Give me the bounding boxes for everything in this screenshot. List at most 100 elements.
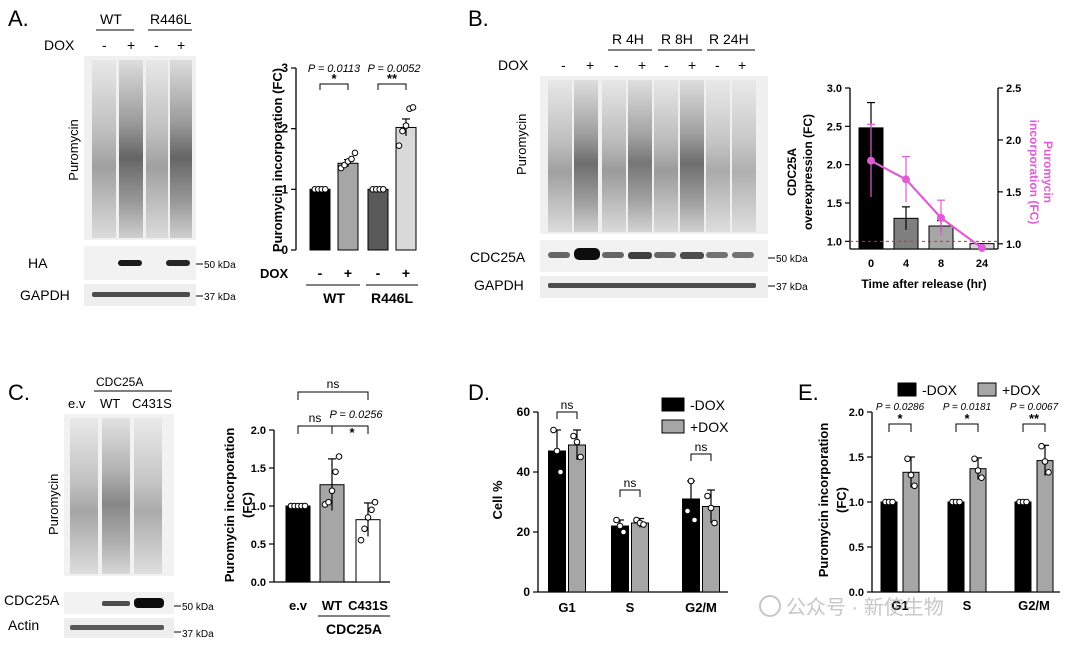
data-point [904, 455, 911, 463]
data-point [553, 447, 561, 455]
y-tick-label: 1.0 [849, 497, 864, 509]
bar [611, 525, 629, 593]
significance: * [349, 425, 355, 440]
y-axis-label-left: CDC25A [785, 148, 799, 196]
y-tick-label: 1.0 [827, 236, 842, 248]
y-axis-label: Puromycin incorporation (FC) [270, 68, 285, 252]
legend-label: -DOX [690, 397, 726, 413]
x-tick-label: G2/M [1018, 598, 1050, 613]
bar [1014, 501, 1032, 593]
data-point [399, 127, 406, 135]
x-tick-label: G1 [558, 600, 575, 615]
y-tick-label: 1.0 [251, 501, 266, 513]
x-tick-label: 8 [938, 258, 944, 270]
data-point [570, 432, 577, 440]
blot-b-dox-sign: - [614, 57, 619, 73]
y-tick-label: 0.5 [849, 542, 864, 554]
blot-a-dox-sign: + [177, 37, 185, 53]
p-value: P = 0.0067 [1010, 402, 1059, 413]
y-axis-label-right: incorporation (FC) [1027, 120, 1041, 225]
y-tick-label: 0.5 [251, 539, 266, 551]
p-value: P = 0.0286 [876, 402, 925, 413]
significance: ** [387, 71, 398, 86]
y-tick-label: 3.0 [827, 83, 842, 95]
significance-bracket [377, 83, 407, 90]
bar [367, 188, 389, 251]
panel-label-c: C. [8, 380, 30, 405]
bar [337, 162, 359, 251]
blot-c-lane-wt: WT [100, 396, 120, 411]
data-point [557, 468, 564, 476]
data-point [361, 525, 368, 533]
blot-c-row-actin: Actin [8, 617, 39, 633]
legend-swatch [661, 419, 685, 434]
y-tick-label: 3 [281, 61, 288, 75]
dox-sign: + [344, 265, 352, 281]
data-point [1041, 458, 1049, 465]
data-point [325, 498, 332, 506]
blot-a-group-r446l: R446L [150, 11, 191, 27]
y-tick-label: 1.5 [251, 463, 266, 475]
significance-bracket [955, 423, 979, 432]
x-tick-label: WT [322, 598, 342, 613]
y-tick-label: 0 [281, 243, 288, 257]
blot-c-lane-c431s: C431S [132, 396, 172, 411]
blot-b-row-cdc25a: CDC25A [470, 249, 526, 265]
p-value: P = 0.0256 [329, 409, 383, 421]
y-axis-label-left: overexpression (FC) [801, 114, 815, 230]
chart-b: 1.0 1.5 2.0 2.5 3.0 1.0 1.5 2.0 2.5 0 4 8 24 CDC25A ov… [785, 83, 1055, 291]
blot-b-marker-37: 37 kDa [776, 282, 808, 293]
data-point [379, 186, 387, 193]
series-line [870, 159, 983, 249]
data-point [1023, 498, 1030, 506]
data-point [971, 455, 978, 463]
blot-b-dox-sign: + [738, 57, 746, 73]
blot-a-dox-sign: - [102, 37, 107, 53]
y-tick-label: 60 [517, 405, 531, 419]
x-tick-label: G1 [891, 598, 908, 613]
data-point [711, 519, 718, 527]
y-tick-label: 2.5 [1006, 83, 1021, 95]
significance-bracket [297, 425, 333, 434]
p-value: P = 0.0113 [308, 63, 361, 75]
legend-label: -DOX [922, 382, 958, 398]
line-point [867, 156, 875, 165]
y-tick-label: 2 [281, 122, 288, 136]
dox-label: DOX [260, 266, 289, 281]
data-point [371, 498, 379, 506]
line-point [937, 213, 945, 222]
legend-swatch [661, 397, 685, 412]
data-point [616, 522, 624, 530]
x-tick-label: C431S [348, 598, 388, 613]
data-point [1038, 442, 1045, 450]
panel-label-e: E. [798, 380, 819, 405]
y-tick-label: 2.0 [251, 425, 266, 437]
data-point [974, 467, 982, 474]
x-tick-label: S [626, 600, 635, 615]
x-tick-label: e.v [289, 598, 308, 613]
blot-a-row-ha: HA [28, 255, 48, 271]
blot-b-dox-sign: - [664, 57, 669, 73]
blot-b-group-24h: R 24H [709, 31, 749, 47]
significance-bracket [556, 411, 578, 419]
blot-b-row-gapdh: GAPDH [474, 277, 524, 293]
line-point [978, 243, 986, 252]
blot-c-marker-37: 37 kDa [182, 629, 214, 640]
significance-bracket [888, 423, 912, 432]
data-point [687, 477, 695, 485]
significance: * [331, 71, 337, 86]
bar [902, 471, 920, 593]
blot-a-dox-sign: - [154, 37, 159, 53]
data-point [328, 487, 336, 495]
blot-b-dox-sign: - [561, 57, 566, 73]
significance-bracket [619, 489, 641, 497]
bar [568, 444, 586, 593]
x-tick-label: S [963, 598, 972, 613]
chart-c: 0.0 0.5 1.0 1.5 2.0 e.v WT C431S CDC25A Puromycin… [222, 377, 390, 637]
data-point [550, 426, 557, 434]
blot-b-dox-sign: + [586, 57, 594, 73]
data-point [364, 514, 372, 521]
data-point [889, 498, 896, 506]
group-label: R446L [371, 290, 413, 306]
